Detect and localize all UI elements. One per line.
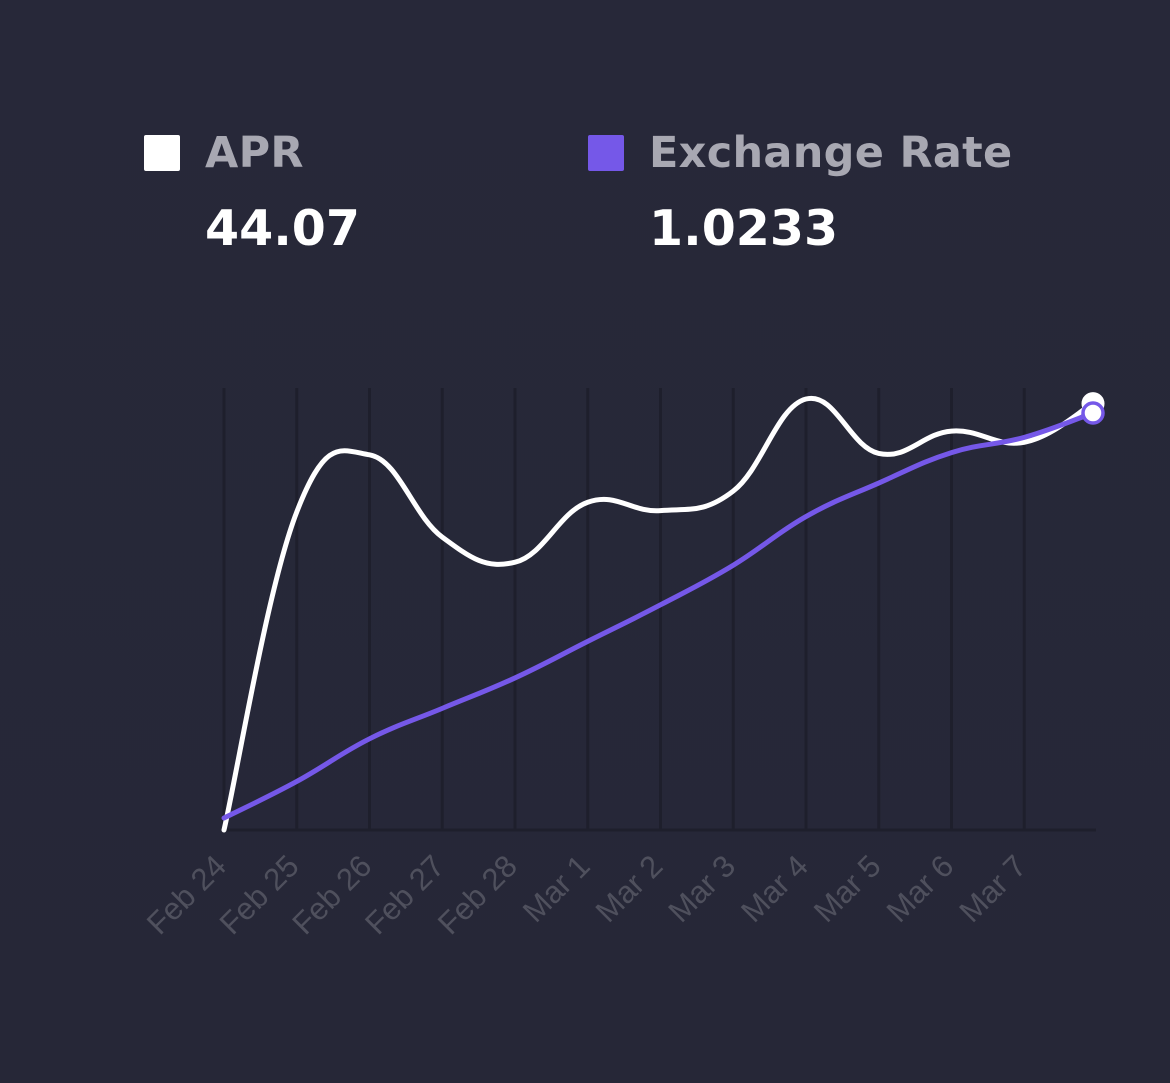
x-tick-label: Mar 3 bbox=[661, 848, 742, 929]
x-tick-label: Mar 7 bbox=[952, 848, 1033, 929]
x-tick-label: Mar 1 bbox=[516, 848, 597, 929]
x-tick-label: Feb 26 bbox=[285, 848, 378, 941]
x-tick-label: Mar 5 bbox=[807, 848, 888, 929]
x-tick-label: Feb 24 bbox=[140, 848, 233, 941]
x-tick-label: Mar 4 bbox=[734, 848, 815, 929]
line-chart: Feb 24Feb 25Feb 26Feb 27Feb 28Mar 1Mar 2… bbox=[0, 0, 1170, 1083]
x-tick-label: Feb 25 bbox=[213, 848, 306, 941]
series-line bbox=[224, 398, 1093, 830]
x-tick-label: Mar 6 bbox=[880, 848, 961, 929]
chart-card: APR 44.07 Exchange Rate 1.0233 Feb 24 Feb… bbox=[0, 0, 1170, 1083]
x-tick-label: Feb 28 bbox=[431, 848, 524, 941]
series-line bbox=[224, 413, 1093, 818]
x-tick-label: Mar 2 bbox=[589, 848, 670, 929]
exchange-rate-end-marker bbox=[1083, 403, 1103, 423]
chart-series bbox=[224, 394, 1103, 830]
x-tick-label: Feb 27 bbox=[358, 848, 451, 941]
